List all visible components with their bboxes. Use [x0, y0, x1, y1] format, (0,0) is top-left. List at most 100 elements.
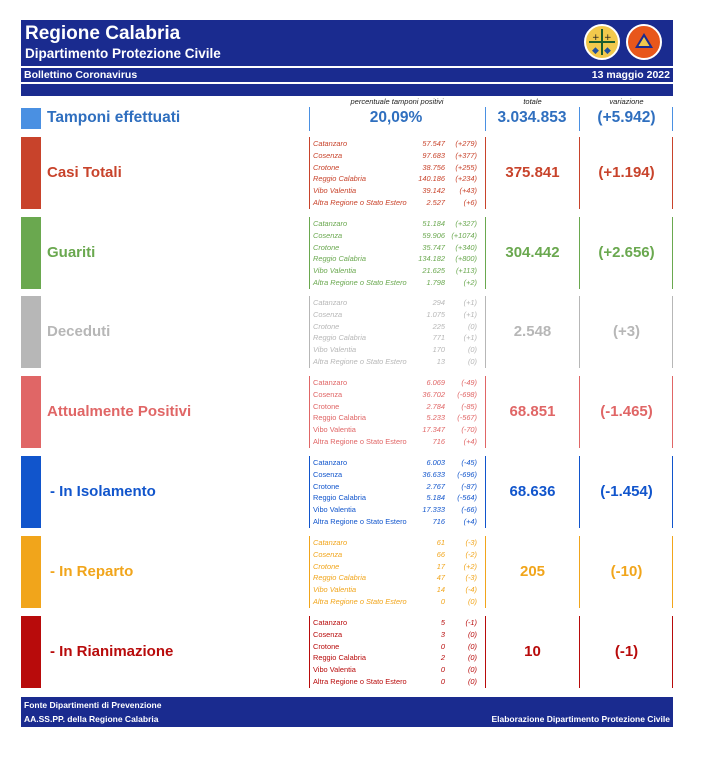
province-value: 17.347: [422, 425, 445, 435]
section-total: 375.841: [505, 164, 560, 181]
section-color-bar: [21, 616, 41, 688]
province-value: 716: [432, 436, 445, 446]
province-name: Vibo Valentia: [313, 186, 357, 196]
section-total: 2.548: [513, 323, 552, 340]
province-delta: (+255): [455, 162, 477, 172]
tamponi-pct: 20,09%: [369, 109, 423, 126]
province-name: Vibo Valentia: [313, 505, 356, 515]
province-value: 35.747: [422, 242, 445, 252]
section-color-bar: [21, 536, 41, 608]
province-delta: (-696): [457, 469, 477, 479]
province-value: 2.767: [426, 481, 446, 491]
bulletin-date: 13 maggio 2022: [591, 69, 670, 81]
province-value: 2.784: [426, 401, 446, 411]
section-color-bar: [21, 137, 41, 209]
divider: [485, 107, 486, 131]
province-row: Crotone 2.767 (-87): [313, 482, 483, 494]
province-delta: (-49): [461, 378, 477, 387]
province-name: Altra Regione o Stato Estero: [313, 197, 407, 207]
province-value: 0: [440, 665, 445, 675]
svg-text:◆: ◆: [592, 46, 599, 56]
province-row: Vibo Valentia 14 (-4): [313, 585, 483, 597]
province-delta: (-698): [457, 389, 477, 399]
section-total: 10: [524, 643, 541, 660]
bulletin-label: Bollettino Coronavirus: [24, 69, 138, 81]
province-row: Vibo Valentia 17.347 (-70): [313, 425, 483, 437]
section-color-bar: [21, 456, 41, 528]
province-row: Cosenza 36.633 (-696): [313, 470, 483, 482]
province-name: Cosenza: [313, 230, 343, 240]
section-divider: [672, 296, 673, 368]
section-3: Attualmente Positivi Catanzaro 6.069 (-49) C…: [0, 376, 717, 448]
province-row: Crotone 35.747 (+340): [313, 243, 483, 255]
page-title: Regione Calabria: [25, 23, 181, 44]
header-rule: [21, 84, 673, 96]
province-name: Catanzaro: [313, 378, 348, 387]
column-header-variation: variazione: [609, 97, 644, 106]
province-value: 716: [432, 516, 445, 526]
province-row: Cosenza 1.075 (+1): [313, 310, 483, 322]
province-name: Reggio Calabria: [313, 493, 366, 503]
province-delta: (+327): [455, 219, 477, 228]
province-row: Altra Regione o Stato Estero 0 (0): [313, 597, 483, 609]
province-name: Crotone: [313, 321, 340, 331]
province-value: 13: [436, 356, 445, 366]
province-row: Catanzaro 57.547 (+279): [313, 139, 483, 151]
province-delta: (+1): [463, 333, 477, 343]
province-delta: (+4): [463, 436, 477, 446]
section-divider: [309, 456, 310, 528]
province-delta: (+800): [455, 254, 477, 264]
province-delta: (0): [467, 641, 477, 651]
section-1: Guariti Catanzaro 51.184 (+327) Cosenza 59.90…: [0, 217, 717, 289]
province-value: 97.683: [422, 150, 445, 160]
province-value: 0: [440, 676, 445, 686]
province-row: Crotone 2.784 (-85): [313, 402, 483, 414]
province-value: 6.003: [426, 458, 446, 467]
section-color-bar: [21, 296, 41, 368]
province-value: 17.333: [422, 505, 445, 515]
province-row: Altra Regione o Stato Estero 1.798 (+2): [313, 278, 483, 290]
province-delta: (-85): [461, 401, 477, 411]
province-delta: (0): [467, 629, 477, 639]
section-divider: [485, 536, 486, 608]
province-list: Catanzaro 61 (-3) Cosenza 66 (-2) Crotone 17 (+2…: [313, 538, 483, 609]
province-delta: (0): [467, 356, 477, 366]
section-variation: (+1.194): [598, 164, 655, 181]
province-value: 61: [436, 538, 445, 547]
province-row: Crotone 225 (0): [313, 322, 483, 334]
section-variation: (-1.465): [600, 403, 653, 420]
province-value: 39.142: [422, 186, 445, 196]
section-label: Guariti: [47, 244, 96, 261]
province-value: 0: [440, 641, 445, 651]
header-banner: Regione Calabria Dipartimento Protezione…: [21, 20, 673, 66]
province-name: Catanzaro: [313, 139, 348, 148]
province-value: 17: [436, 561, 445, 571]
province-delta: (+4): [463, 516, 477, 526]
province-row: Reggio Calabria 5.184 (-564): [313, 493, 483, 505]
province-delta: (+2): [463, 561, 477, 571]
province-value: 36.633: [422, 469, 445, 479]
section-divider: [579, 137, 580, 209]
province-value: 771: [432, 333, 445, 343]
section-label: - In Isolamento: [50, 483, 156, 500]
section-divider: [309, 616, 310, 688]
province-name: Altra Regione o Stato Estero: [313, 436, 407, 446]
column-header-pct: percentuale tamponi positivi: [350, 97, 444, 106]
province-value: 3: [440, 629, 445, 639]
section-divider: [579, 217, 580, 289]
province-value: 59.906: [422, 230, 445, 240]
province-name: Catanzaro: [313, 538, 348, 547]
province-value: 2: [440, 653, 445, 663]
province-delta: (+340): [455, 242, 477, 252]
province-name: Altra Regione o Stato Estero: [313, 676, 407, 686]
section-divider: [672, 456, 673, 528]
section-total: 68.851: [509, 403, 556, 420]
section-divider: [672, 616, 673, 688]
province-row: Altra Regione o Stato Estero 2.527 (+6): [313, 198, 483, 210]
province-row: Catanzaro 5 (-1): [313, 618, 483, 630]
section-divider: [672, 536, 673, 608]
section-label: - In Rianimazione: [50, 643, 174, 660]
section-variation: (+2.656): [598, 244, 655, 261]
province-name: Crotone: [313, 641, 340, 651]
section-variation: (-1.454): [600, 483, 653, 500]
